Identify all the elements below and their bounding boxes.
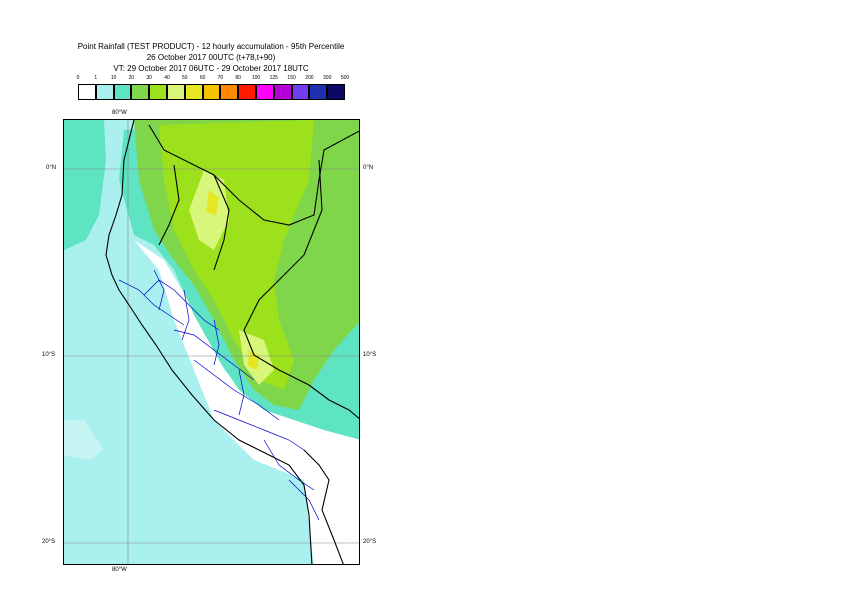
legend-swatch	[184, 84, 203, 100]
legend-tick-label: 150	[287, 75, 296, 81]
legend-tick-label: 20	[128, 75, 135, 81]
valid-time: VT: 29 October 2017 06UTC - 29 October 2…	[113, 64, 309, 73]
lat-label-20-left: 20°S	[42, 539, 56, 545]
lon-label-top: 80°W	[112, 110, 127, 116]
legend-swatch	[131, 84, 150, 100]
legend-tick-label: 60	[199, 75, 206, 81]
lat-label-0-left: 0°N	[46, 165, 57, 171]
legend-swatch	[309, 84, 328, 100]
legend-tick-label: 70	[217, 75, 224, 81]
legend-tick-label: 50	[182, 75, 188, 81]
legend-swatch	[202, 84, 221, 100]
lat-label-0-right: 0°N	[363, 165, 374, 171]
legend-tick-label: 1	[94, 75, 98, 81]
offshore-rain-patch	[64, 120, 106, 250]
legend-swatch	[327, 84, 345, 100]
legend-tick-label: 10	[110, 75, 117, 81]
legend-swatch	[238, 84, 256, 100]
legend-swatch	[95, 84, 114, 100]
lon-label-bottom: 80°W	[112, 567, 127, 573]
legend-tick-label: 200	[305, 75, 314, 81]
run-time: 26 October 2017 00UTC (t+78,t+90)	[146, 53, 276, 62]
map-svg	[64, 120, 359, 564]
legend-swatch	[113, 84, 132, 100]
legend-tick-label: 30	[146, 75, 152, 81]
legend-tick-label: 0	[76, 75, 80, 81]
legend-tick-label: 100	[251, 75, 261, 81]
legend-swatch	[167, 84, 185, 100]
country-borders	[105, 120, 359, 564]
legend-tick-label: 40	[164, 75, 170, 81]
lat-label-10-right: 10°S	[363, 352, 377, 358]
legend-tick-label: 80	[235, 75, 241, 81]
lat-label-10-left: 10°S	[42, 352, 56, 358]
legend-tick-label: 500	[340, 75, 350, 81]
dry-coastal-area	[134, 240, 359, 564]
legend-tick-label: 300	[323, 75, 332, 81]
legend-swatch	[220, 84, 239, 100]
rainfall-map	[63, 119, 360, 565]
legend-swatch	[78, 84, 96, 100]
legend-tick-label: 125	[269, 75, 278, 81]
legend-swatch	[291, 84, 310, 100]
land-peak-rain-south	[248, 350, 259, 370]
legend-swatch	[256, 84, 274, 100]
land-peak-rain	[206, 190, 219, 215]
chart-title: Point Rainfall (TEST PRODUCT) - 12 hourl…	[77, 42, 345, 51]
region-borders	[118, 269, 320, 521]
legend-swatch	[273, 84, 292, 100]
legend-swatch	[149, 84, 167, 100]
offshore-rain-patch-south	[64, 420, 104, 460]
lat-label-20-right: 20°S	[363, 539, 377, 545]
